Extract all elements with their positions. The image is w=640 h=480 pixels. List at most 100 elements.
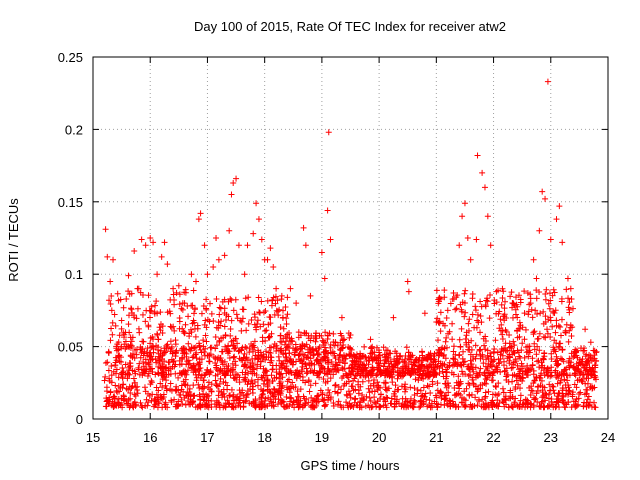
data-point — [418, 398, 425, 405]
data-point — [510, 300, 517, 307]
data-point — [361, 397, 368, 404]
data-point — [320, 376, 327, 383]
data-point — [139, 404, 146, 411]
data-point — [107, 337, 114, 344]
data-point — [107, 278, 114, 285]
data-point — [338, 345, 345, 352]
data-point — [240, 399, 247, 406]
data-point — [193, 355, 200, 362]
data-point — [241, 271, 248, 278]
data-point — [203, 296, 210, 303]
data-point — [228, 297, 235, 304]
data-point — [235, 402, 242, 409]
data-point — [273, 348, 280, 355]
data-point — [331, 352, 338, 359]
data-point — [493, 384, 500, 391]
data-point — [503, 401, 510, 408]
data-point — [407, 395, 414, 402]
data-point — [152, 395, 159, 402]
data-point — [270, 402, 277, 409]
data-point — [225, 363, 232, 370]
data-point — [423, 363, 430, 370]
data-point — [530, 256, 537, 263]
data-point — [325, 387, 332, 394]
data-point — [208, 310, 215, 317]
data-point — [401, 383, 408, 390]
data-point — [204, 366, 211, 373]
data-point — [337, 386, 344, 393]
data-point — [538, 399, 545, 406]
data-point — [517, 355, 524, 362]
data-point — [246, 345, 253, 352]
data-point — [292, 341, 299, 348]
data-point — [525, 353, 532, 360]
data-point — [472, 355, 479, 362]
data-point — [547, 334, 554, 341]
data-point — [552, 329, 559, 336]
data-point — [278, 292, 285, 299]
data-point — [548, 356, 555, 363]
data-point — [226, 227, 233, 234]
data-point — [531, 340, 538, 347]
data-point — [157, 380, 164, 387]
data-point — [542, 313, 549, 320]
data-point — [221, 296, 228, 303]
data-point — [481, 184, 488, 191]
data-point — [529, 362, 536, 369]
data-point — [159, 372, 166, 379]
data-point — [325, 356, 332, 363]
data-point — [441, 287, 448, 294]
data-point — [442, 338, 449, 345]
data-point — [477, 313, 484, 320]
data-point — [318, 332, 325, 339]
data-point — [270, 385, 277, 392]
data-point — [131, 355, 138, 362]
data-point — [195, 381, 202, 388]
data-point — [242, 371, 249, 378]
data-point — [386, 363, 393, 370]
data-point — [363, 358, 370, 365]
data-point — [356, 364, 363, 371]
data-point — [150, 239, 157, 246]
data-point — [470, 381, 477, 388]
data-point — [216, 338, 223, 345]
data-point — [347, 394, 354, 401]
data-point — [236, 395, 243, 402]
data-point — [568, 404, 575, 411]
data-point — [362, 365, 369, 372]
data-point — [218, 335, 225, 342]
data-point — [193, 377, 200, 384]
data-point — [141, 384, 148, 391]
data-point — [303, 370, 310, 377]
data-point — [186, 385, 193, 392]
data-point — [451, 385, 458, 392]
data-point — [546, 305, 553, 312]
data-point — [453, 305, 460, 312]
data-point — [159, 361, 166, 368]
data-point — [108, 362, 115, 369]
data-point — [424, 403, 431, 410]
data-point — [182, 321, 189, 328]
data-point — [167, 380, 174, 387]
data-point — [222, 332, 229, 339]
data-point — [232, 358, 239, 365]
data-point — [296, 403, 303, 410]
data-point — [560, 358, 567, 365]
data-point — [429, 404, 436, 411]
data-point — [286, 330, 293, 337]
data-point — [279, 374, 286, 381]
data-point — [289, 379, 296, 386]
data-point — [443, 400, 450, 407]
data-point — [216, 402, 223, 409]
data-point — [551, 289, 558, 296]
data-point — [355, 381, 362, 388]
data-point — [139, 291, 146, 298]
data-point — [497, 368, 504, 375]
data-point — [162, 382, 169, 389]
data-point — [337, 402, 344, 409]
data-point — [352, 395, 359, 402]
data-point — [374, 366, 381, 373]
data-point — [564, 372, 571, 379]
data-point — [351, 375, 358, 382]
y-tick-label: 0 — [76, 412, 83, 427]
